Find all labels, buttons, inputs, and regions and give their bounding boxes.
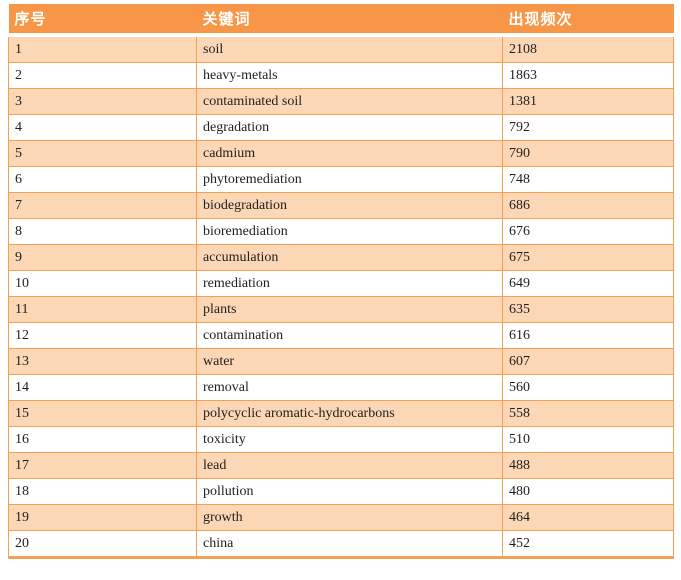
keyword-cell: biodegradation [196,192,503,219]
frequency-cell: 558 [502,400,674,427]
row-index-cell: 7 [8,192,197,219]
keyword-cell: growth [196,504,503,531]
keyword-cell: degradation [196,114,503,141]
frequency-cell: 488 [502,452,674,479]
frequency-cell: 616 [502,322,674,349]
keyword-frequency-table-container: 序号 关键词 出现频次 1 soil 2108 2 heavy-metals 1863 3 c… [8,4,674,559]
keyword-cell: accumulation [196,244,503,271]
row-index-cell: 9 [8,244,197,271]
frequency-cell: 675 [502,244,674,271]
table-row: 1 soil 2108 [8,34,674,63]
frequency-cell: 790 [502,140,674,167]
table-row: 9 accumulation 675 [8,244,674,271]
table-row: 17 lead 488 [8,452,674,479]
row-index-cell: 17 [8,452,197,479]
keyword-cell: lead [196,452,503,479]
table-header: 序号 关键词 出现频次 [8,4,674,37]
keyword-frequency-table: 序号 关键词 出现频次 1 soil 2108 2 heavy-metals 1863 3 c… [8,4,674,559]
table-row: 11 plants 635 [8,296,674,323]
table-row: 16 toxicity 510 [8,426,674,453]
frequency-cell: 607 [502,348,674,375]
row-index-cell: 16 [8,426,197,453]
row-index-cell: 4 [8,114,197,141]
table-row: 10 remediation 649 [8,270,674,297]
frequency-cell: 480 [502,478,674,505]
keyword-cell: remediation [196,270,503,297]
table-row: 12 contamination 616 [8,322,674,349]
row-index-cell: 20 [8,530,197,559]
keyword-cell: contaminated soil [196,88,503,115]
row-index-cell: 1 [8,34,197,63]
frequency-cell: 2108 [502,34,674,63]
column-header-index: 序号 [8,4,197,37]
frequency-cell: 748 [502,166,674,193]
row-index-cell: 3 [8,88,197,115]
row-index-cell: 19 [8,504,197,531]
table-row: 14 removal 560 [8,374,674,401]
frequency-cell: 1863 [502,62,674,89]
row-index-cell: 10 [8,270,197,297]
row-index-cell: 13 [8,348,197,375]
row-index-cell: 11 [8,296,197,323]
table-header-row: 序号 关键词 出现频次 [8,4,674,37]
keyword-cell: plants [196,296,503,323]
table-row: 15 polycyclic aromatic-hydrocarbons 558 [8,400,674,427]
row-index-cell: 6 [8,166,197,193]
frequency-cell: 686 [502,192,674,219]
frequency-cell: 676 [502,218,674,245]
frequency-cell: 452 [502,530,674,559]
table-row: 8 bioremediation 676 [8,218,674,245]
row-index-cell: 14 [8,374,197,401]
keyword-cell: bioremediation [196,218,503,245]
column-header-keyword: 关键词 [196,4,503,37]
row-index-cell: 8 [8,218,197,245]
keyword-cell: soil [196,34,503,63]
keyword-cell: pollution [196,478,503,505]
keyword-cell: removal [196,374,503,401]
frequency-cell: 510 [502,426,674,453]
keyword-cell: cadmium [196,140,503,167]
column-header-frequency: 出现频次 [502,4,674,37]
row-index-cell: 2 [8,62,197,89]
table-row: 2 heavy-metals 1863 [8,62,674,89]
table-body: 1 soil 2108 2 heavy-metals 1863 3 contaminated … [8,34,674,559]
table-row: 4 degradation 792 [8,114,674,141]
frequency-cell: 464 [502,504,674,531]
row-index-cell: 15 [8,400,197,427]
table-row: 7 biodegradation 686 [8,192,674,219]
frequency-cell: 560 [502,374,674,401]
table-row: 13 water 607 [8,348,674,375]
frequency-cell: 635 [502,296,674,323]
table-row: 18 pollution 480 [8,478,674,505]
table-row: 5 cadmium 790 [8,140,674,167]
keyword-cell: phytoremediation [196,166,503,193]
keyword-cell: water [196,348,503,375]
row-index-cell: 18 [8,478,197,505]
row-index-cell: 5 [8,140,197,167]
frequency-cell: 792 [502,114,674,141]
keyword-cell: polycyclic aromatic-hydrocarbons [196,400,503,427]
table-row: 3 contaminated soil 1381 [8,88,674,115]
keyword-cell: toxicity [196,426,503,453]
frequency-cell: 649 [502,270,674,297]
table-row: 6 phytoremediation 748 [8,166,674,193]
row-index-cell: 12 [8,322,197,349]
keyword-cell: contamination [196,322,503,349]
table-row: 19 growth 464 [8,504,674,531]
table-row: 20 china 452 [8,530,674,559]
keyword-cell: china [196,530,503,559]
keyword-cell: heavy-metals [196,62,503,89]
frequency-cell: 1381 [502,88,674,115]
